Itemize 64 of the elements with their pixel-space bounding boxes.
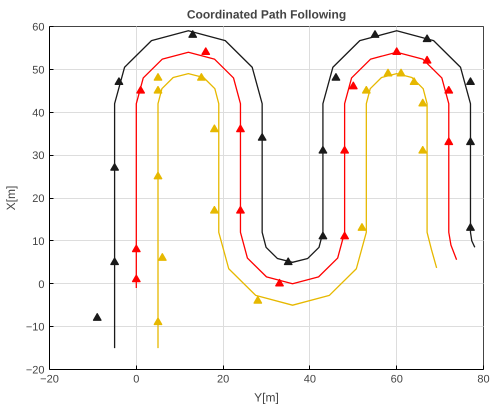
point <box>154 317 162 326</box>
y-tick-label: 10 <box>32 236 45 248</box>
point <box>396 68 406 76</box>
y-tick-label: 0 <box>38 278 45 291</box>
point <box>444 86 454 94</box>
x-tick-label: 80 <box>477 374 490 386</box>
point <box>348 81 358 90</box>
point <box>418 146 428 154</box>
y-tick-label: 20 <box>32 193 45 205</box>
point <box>154 72 162 81</box>
y-tick-label: −20 <box>26 364 45 376</box>
point <box>422 56 432 64</box>
point <box>466 137 475 146</box>
point <box>210 206 219 214</box>
line-series <box>114 30 476 349</box>
point <box>422 34 432 42</box>
point <box>466 77 475 86</box>
point <box>154 171 162 180</box>
chart-title: Coordinated Path Following <box>186 8 346 22</box>
x-tick-label: −20 <box>40 374 59 386</box>
point <box>110 162 120 171</box>
point <box>392 47 402 56</box>
point <box>340 231 350 240</box>
y-tick-label: −10 <box>26 322 45 334</box>
y-tick-label: 50 <box>32 64 45 76</box>
point <box>154 86 162 94</box>
point <box>331 72 340 81</box>
point <box>357 222 366 231</box>
point <box>410 77 419 86</box>
point <box>201 47 210 56</box>
point <box>132 274 141 282</box>
point <box>110 257 120 266</box>
point <box>370 30 380 38</box>
x-tick-label: 60 <box>390 374 403 386</box>
point <box>236 124 245 132</box>
point <box>253 296 262 304</box>
point <box>284 257 293 266</box>
point <box>236 206 245 214</box>
point <box>136 86 146 94</box>
y-axis-title: X[m] <box>4 186 18 210</box>
point <box>318 146 328 154</box>
y-tick-label: 60 <box>32 22 45 34</box>
point <box>444 137 454 146</box>
point <box>258 132 267 141</box>
y-tick-label: 30 <box>32 150 45 162</box>
x-tick-label: 20 <box>216 374 230 386</box>
point <box>158 252 167 261</box>
point <box>362 86 371 94</box>
point <box>196 72 206 81</box>
point <box>275 278 284 287</box>
y-tick-label: 40 <box>32 107 45 120</box>
point <box>188 30 198 38</box>
point <box>114 77 124 86</box>
point <box>132 244 141 252</box>
x-tick-label: 40 <box>304 374 316 386</box>
point <box>210 124 219 132</box>
point <box>466 222 475 231</box>
point <box>318 231 328 240</box>
point <box>340 146 350 154</box>
point <box>92 312 102 321</box>
x-axis-title: Y[m] <box>254 390 279 404</box>
x-tick-label: 0 <box>133 374 140 386</box>
point <box>384 68 393 76</box>
point <box>418 98 428 106</box>
